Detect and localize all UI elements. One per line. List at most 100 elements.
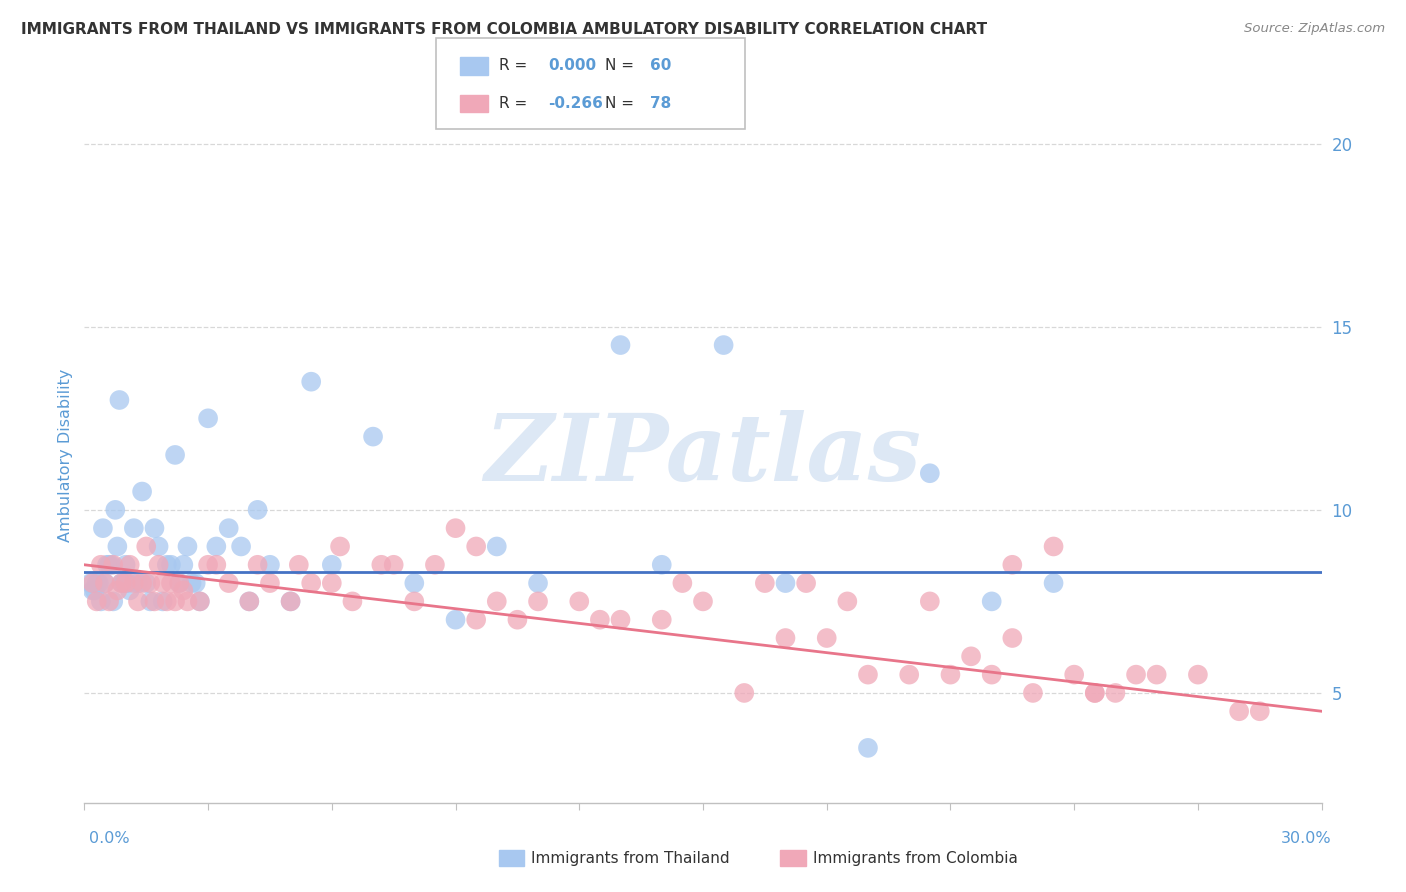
Point (83, 583, 105, 598)
Point (568, 594, 591, 608)
Point (188, 594, 211, 608)
Point (423, 558, 446, 572)
Point (139, 594, 162, 608)
Point (1146, 667, 1168, 681)
Point (105, 540, 128, 554)
Point (87, 576, 110, 591)
Point (148, 540, 170, 554)
Point (104, 503, 127, 517)
Point (98, 594, 121, 608)
Point (131, 576, 153, 591)
Text: R =: R = (499, 96, 533, 111)
Point (1084, 686, 1107, 700)
Text: Immigrants from Colombia: Immigrants from Colombia (813, 851, 1018, 865)
Point (1249, 704, 1271, 718)
Point (1042, 540, 1064, 554)
Point (143, 521, 166, 535)
Point (118, 558, 141, 572)
Point (110, 576, 132, 591)
Point (139, 576, 162, 591)
Point (794, 576, 817, 591)
Point (692, 594, 714, 608)
Point (918, 467, 941, 481)
Point (321, 558, 343, 572)
Point (856, 740, 879, 755)
Point (1084, 686, 1107, 700)
Point (148, 558, 170, 572)
Point (246, 503, 269, 517)
Point (246, 558, 269, 572)
Point (775, 576, 797, 591)
Point (1227, 704, 1250, 718)
Point (1001, 558, 1024, 572)
Point (382, 558, 405, 572)
Point (131, 484, 153, 499)
Point (114, 558, 136, 572)
Point (980, 667, 1002, 681)
Text: 0.000: 0.000 (548, 58, 596, 73)
Text: IMMIGRANTS FROM THAILAND VS IMMIGRANTS FROM COLOMBIA AMBULATORY DISABILITY CORRE: IMMIGRANTS FROM THAILAND VS IMMIGRANTS F… (21, 22, 987, 37)
Point (127, 594, 149, 608)
Point (86, 594, 108, 608)
Point (117, 576, 139, 591)
Point (143, 594, 166, 608)
Point (837, 594, 859, 608)
Point (152, 594, 174, 608)
Point (108, 392, 131, 407)
Point (90, 558, 112, 572)
Point (176, 594, 198, 608)
Point (103, 558, 125, 572)
Point (127, 576, 149, 591)
Point (156, 558, 179, 572)
Text: 78: 78 (650, 96, 671, 111)
Point (485, 594, 508, 608)
Point (229, 540, 252, 554)
Text: ZIPatlas: ZIPatlas (485, 410, 921, 500)
Point (98, 558, 121, 572)
Point (444, 521, 467, 535)
Point (589, 613, 612, 627)
Point (100, 558, 122, 572)
Point (1125, 667, 1147, 681)
Point (172, 558, 194, 572)
Point (404, 576, 426, 591)
Point (444, 613, 467, 627)
Point (288, 558, 311, 572)
Point (259, 558, 281, 572)
Point (361, 429, 384, 443)
Point (1022, 686, 1045, 700)
Point (180, 576, 202, 591)
Point (370, 558, 392, 572)
Text: 30.0%: 30.0% (1281, 831, 1331, 847)
Point (465, 613, 488, 627)
Point (527, 594, 550, 608)
Point (238, 594, 260, 608)
Point (1063, 667, 1085, 681)
Point (205, 540, 228, 554)
Point (713, 338, 735, 352)
Point (135, 576, 157, 591)
Point (165, 594, 187, 608)
Point (90, 594, 112, 608)
Point (898, 667, 921, 681)
Point (176, 540, 198, 554)
Point (160, 576, 183, 591)
Point (404, 594, 426, 608)
Point (918, 594, 941, 608)
Point (651, 613, 673, 627)
Point (122, 576, 145, 591)
Point (79, 576, 101, 591)
Point (238, 594, 260, 608)
Point (135, 540, 157, 554)
Point (280, 594, 302, 608)
Point (856, 667, 879, 681)
Point (939, 667, 962, 681)
Text: N =: N = (605, 58, 638, 73)
Point (156, 594, 179, 608)
Point (118, 583, 141, 598)
Text: R =: R = (499, 58, 533, 73)
Point (103, 594, 125, 608)
Point (152, 576, 174, 591)
Text: 60: 60 (650, 58, 671, 73)
Point (321, 576, 343, 591)
